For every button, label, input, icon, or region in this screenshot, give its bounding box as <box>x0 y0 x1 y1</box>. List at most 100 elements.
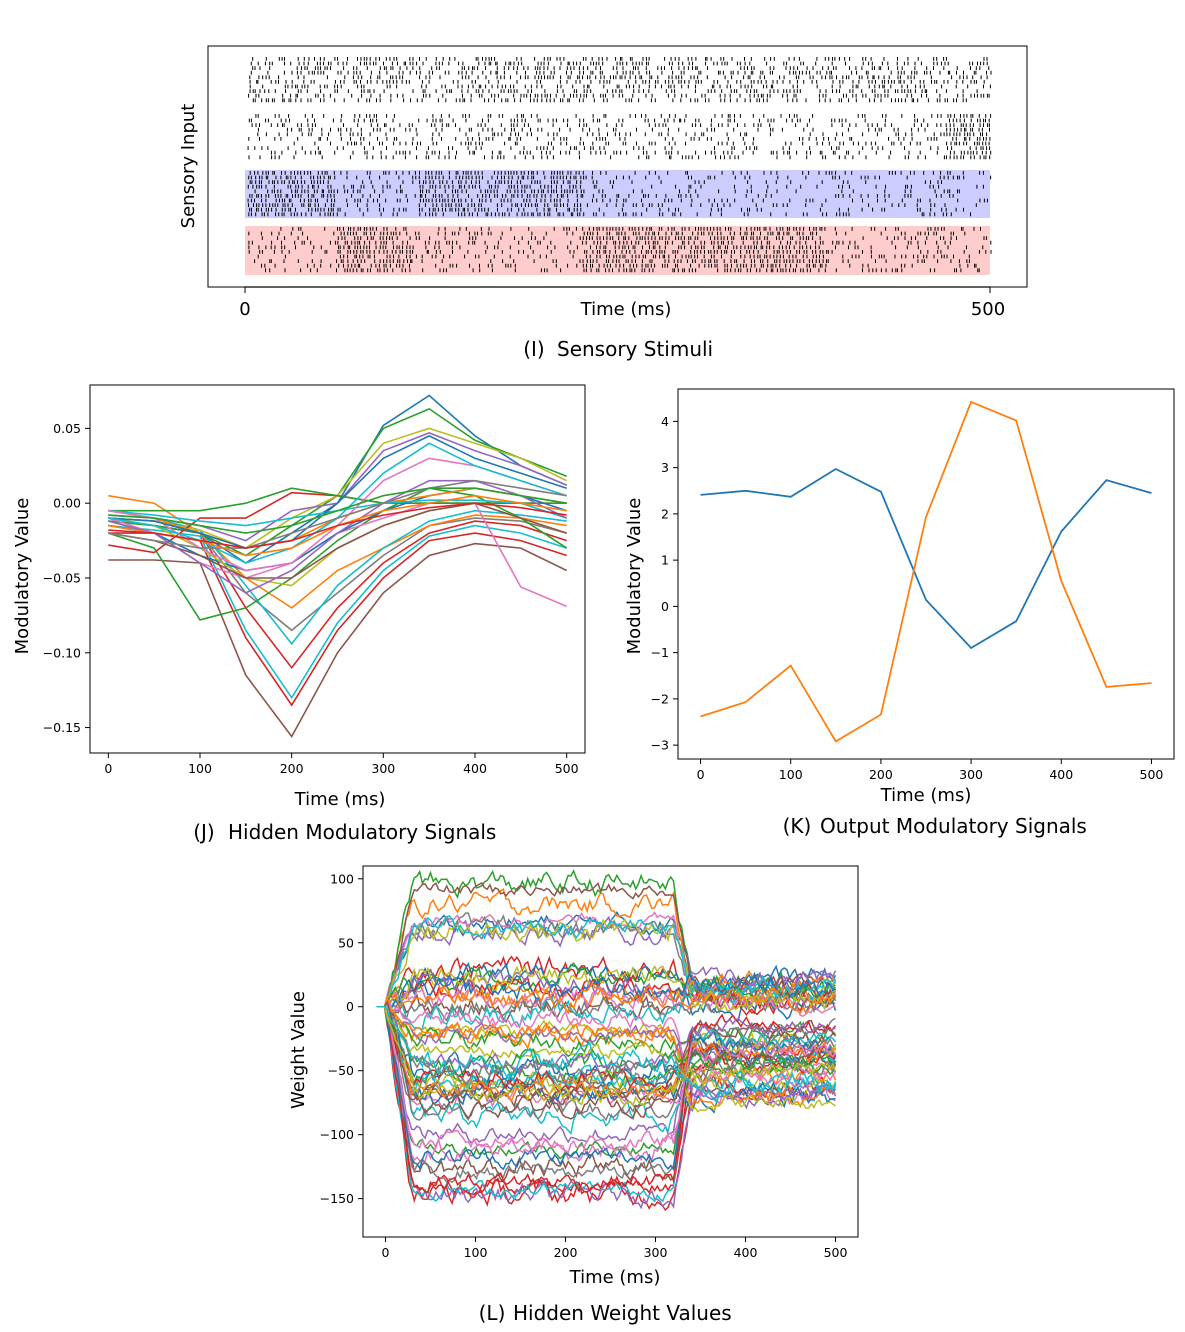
k-ytick-label: −1 <box>651 645 669 660</box>
l-series-line <box>376 1005 837 1092</box>
k-ytick-label: 2 <box>661 506 669 521</box>
l-series-line <box>376 999 837 1135</box>
k-plot-frame <box>677 388 1175 760</box>
k-xtick-label: 200 <box>869 767 893 782</box>
caption-k-letter: (K) <box>783 814 812 838</box>
j-series-s3 <box>108 524 567 700</box>
k-ytick-label: −3 <box>651 738 669 753</box>
l-series-line <box>376 915 837 1008</box>
j-series-s27 <box>108 487 567 534</box>
l-ytick-label: −100 <box>320 1127 354 1142</box>
j-series-lines <box>108 394 568 738</box>
l-series-line <box>376 1000 836 1120</box>
l-xtick-label: 100 <box>464 1245 488 1260</box>
k-ylabel: Modulatory Value <box>624 498 645 655</box>
j-xtick-label: 200 <box>280 761 304 776</box>
l-ylabel: Weight Value <box>288 991 309 1109</box>
k-xtick-label: 500 <box>1140 767 1164 782</box>
j-ytick-label: −0.05 <box>43 570 81 585</box>
caption-j-text: Hidden Modulatory Signals <box>228 820 496 844</box>
j-series-s28 <box>108 502 567 549</box>
j-series-s2 <box>108 532 567 707</box>
j-plot-frame <box>89 384 586 754</box>
j-xlabel: Time (ms) <box>294 789 386 810</box>
l-series-line <box>376 1005 837 1108</box>
k-ytick-label: 1 <box>661 553 669 568</box>
l-series-line <box>376 1005 837 1098</box>
k-series-lines <box>700 400 1152 743</box>
j-series-s25 <box>108 479 567 549</box>
l-series-line <box>376 1005 836 1172</box>
l-plot-frame <box>362 865 859 1238</box>
l-series-line <box>376 970 836 1010</box>
l-series-line <box>376 1005 836 1073</box>
panel-j-hidden-modulatory: 0 100 200 300 400 5000.050.00−0.05−0.10−0.15 … <box>12 384 586 844</box>
j-ytick-label: −0.10 <box>43 645 81 660</box>
l-ytick-label: 100 <box>330 871 354 886</box>
l-series-line <box>376 1005 837 1104</box>
k-ytick-label: −2 <box>651 691 669 706</box>
caption-k-text: Output Modulatory Signals <box>820 814 1087 838</box>
raster-spikes <box>247 57 992 273</box>
l-series-line <box>376 964 836 1012</box>
k-axes: 0 100 200 300 400 500 4 3 2 1 0 −1 −2 −3 <box>651 414 1164 782</box>
j-ytick-label: −0.15 <box>43 720 81 735</box>
k-series-output-2 <box>700 400 1152 743</box>
l-series-line <box>376 1005 837 1155</box>
j-series-s7 <box>108 509 567 646</box>
raster-xlabel: Time (ms) <box>580 299 672 320</box>
k-xtick-label: 0 <box>697 767 705 782</box>
raster-xtick-label-0: 0 <box>239 299 250 320</box>
l-series-line <box>376 1005 837 1194</box>
raster-ylabel: Sensory Input <box>178 104 199 229</box>
l-series-line <box>376 1005 836 1184</box>
j-series-s20 <box>108 502 567 579</box>
l-series-lines <box>376 869 837 1212</box>
k-xtick-label: 100 <box>779 767 803 782</box>
raster-spike-marks <box>247 57 992 273</box>
l-xlabel: Time (ms) <box>569 1267 661 1288</box>
j-ylabel: Modulatory Value <box>12 498 33 655</box>
l-series-line <box>376 1005 837 1164</box>
l-xtick-label: 400 <box>734 1245 758 1260</box>
l-ytick-label: 50 <box>338 935 354 950</box>
l-series-line <box>376 881 836 1008</box>
raster-highlight-red <box>245 226 990 275</box>
j-xtick-label: 400 <box>463 761 487 776</box>
l-series-line <box>376 1005 836 1109</box>
k-series-output-1 <box>700 467 1152 650</box>
j-axes: 0 100 200 300 400 500 0.05 0.00 −0.05 −0.10 −0.15 <box>43 421 579 776</box>
j-series-s4 <box>108 520 567 670</box>
l-ytick-label: −50 <box>328 1063 354 1078</box>
j-xtick-label: 500 <box>555 761 579 776</box>
l-xtick-label: 300 <box>644 1245 668 1260</box>
caption-i-text: Sensory Stimuli <box>557 337 713 361</box>
j-series-s12 <box>108 487 568 621</box>
k-xtick-label: 300 <box>959 767 983 782</box>
caption-l-letter: (L) <box>479 1301 506 1325</box>
l-xtick-label: 0 <box>382 1245 390 1260</box>
raster-xtick-label-500: 500 <box>971 299 1005 320</box>
j-xtick-label: 300 <box>371 761 395 776</box>
l-series-line <box>376 1005 836 1113</box>
j-series-s1 <box>108 542 568 738</box>
j-ytick-label: 0.00 <box>53 496 81 511</box>
panel-k-output-modulatory: 0 100 200 300 400 500 4 3 2 1 0 −1 −2 −3 Time (ms) Mo… <box>624 388 1175 838</box>
k-xlabel: Time (ms) <box>880 785 972 806</box>
l-xtick-label: 500 <box>824 1245 848 1260</box>
caption-l-text: Hidden Weight Values <box>513 1301 732 1325</box>
k-xtick-label: 400 <box>1049 767 1073 782</box>
l-ytick-label: −150 <box>320 1191 354 1206</box>
j-ytick-label: 0.05 <box>53 421 81 436</box>
k-ytick-label: 3 <box>661 460 669 475</box>
l-series-line <box>376 1005 837 1058</box>
panel-i-sensory-stimuli: 0 500 Time (ms) Sensory Input (I) Sensor… <box>178 45 1028 361</box>
caption-j-letter: (J) <box>193 820 215 844</box>
j-series-s21 <box>108 479 568 594</box>
j-xtick-label: 100 <box>188 761 212 776</box>
l-series-line <box>376 1005 837 1203</box>
l-series-line <box>376 982 837 1014</box>
